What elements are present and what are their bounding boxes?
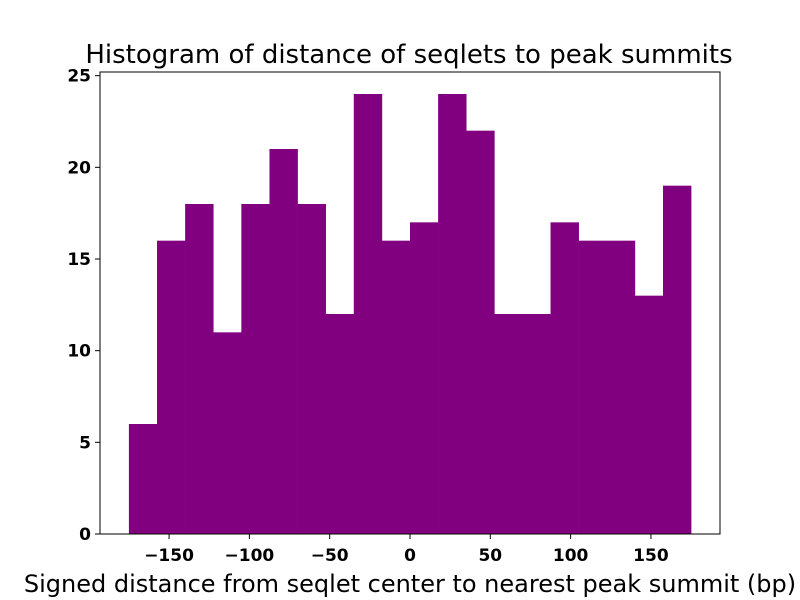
histogram-bar <box>213 332 242 534</box>
x-tick-label: 100 <box>553 546 589 566</box>
histogram-bar <box>438 94 467 534</box>
x-tick-label: 150 <box>633 546 669 566</box>
histogram-bar <box>381 240 411 535</box>
y-tick-label: 25 <box>67 67 91 87</box>
y-axis-ticks: 0 5 10 15 20 25 <box>67 67 100 545</box>
histogram-bar <box>550 222 579 534</box>
x-tick-label: 0 <box>404 546 416 566</box>
y-tick-label: 5 <box>79 433 91 453</box>
histogram-bar <box>606 240 636 535</box>
chart-title: Histogram of distance of seqlets to peak… <box>85 40 732 70</box>
y-tick-label: 15 <box>67 250 91 270</box>
histogram-bar <box>494 314 523 534</box>
histogram-bar <box>185 204 214 534</box>
histogram-bar <box>410 222 439 534</box>
y-tick-label: 10 <box>67 342 91 362</box>
histogram-bar <box>522 314 551 534</box>
histogram-bar <box>297 204 326 534</box>
x-axis-label: Signed distance from seqlet center to ne… <box>24 570 796 598</box>
y-tick-label: 0 <box>79 525 91 545</box>
histogram-bar <box>578 240 608 535</box>
x-tick-label: −150 <box>144 546 194 566</box>
histogram-bars <box>128 94 692 535</box>
histogram-bar <box>157 240 186 535</box>
histogram-bar <box>128 424 158 534</box>
x-axis-ticks: −150 −100 −50 0 50 100 150 <box>144 534 669 566</box>
x-tick-label: 50 <box>478 546 502 566</box>
y-tick-label: 20 <box>67 158 91 178</box>
histogram-bar <box>466 130 495 535</box>
x-tick-label: −100 <box>225 546 275 566</box>
histogram-bar <box>325 314 355 534</box>
histogram-bar <box>353 94 383 534</box>
histogram-bar <box>634 295 664 534</box>
histogram-bar <box>662 185 692 535</box>
x-tick-label: −50 <box>311 546 349 566</box>
histogram-bar <box>269 149 298 534</box>
histogram-bar <box>241 204 270 534</box>
